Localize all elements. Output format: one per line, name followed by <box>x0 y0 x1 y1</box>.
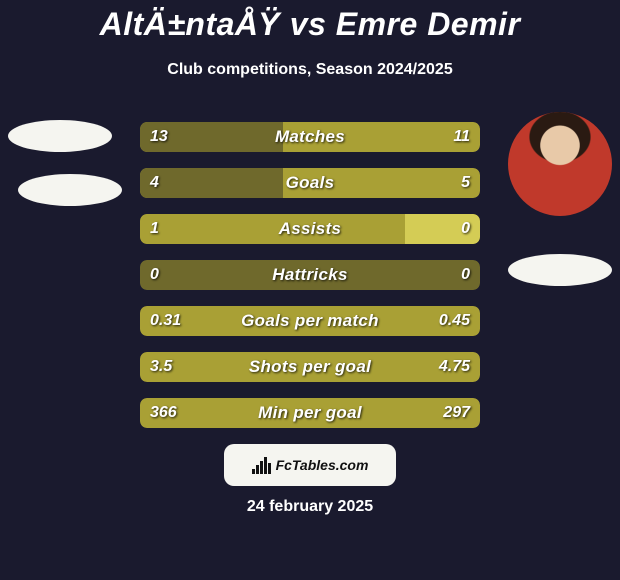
stat-row: 0.310.45Goals per match <box>140 306 480 336</box>
stat-label: Min per goal <box>140 398 480 428</box>
stat-row: 1311Matches <box>140 122 480 152</box>
stat-label: Matches <box>140 122 480 152</box>
club-badge-left-2 <box>18 174 122 206</box>
stat-row: 366297Min per goal <box>140 398 480 428</box>
page-subtitle: Club competitions, Season 2024/2025 <box>0 61 620 79</box>
stat-label: Shots per goal <box>140 352 480 382</box>
page-title: AltÄ±ntaÅŸ vs Emre Demir <box>0 0 620 43</box>
player-avatar-right <box>508 112 612 216</box>
brand-logo-icon <box>252 456 272 474</box>
player-photo-right <box>508 112 612 216</box>
club-badge-right-1 <box>508 254 612 286</box>
brand-badge: FcTables.com <box>224 444 396 486</box>
stat-label: Goals <box>140 168 480 198</box>
stat-row: 10Assists <box>140 214 480 244</box>
stat-row: 3.54.75Shots per goal <box>140 352 480 382</box>
club-badge-left-1 <box>8 120 112 152</box>
stat-row: 45Goals <box>140 168 480 198</box>
stat-row: 00Hattricks <box>140 260 480 290</box>
stats-bars: 1311Matches 45Goals 10Assists 00Hattricks 0.… <box>140 122 480 444</box>
stat-label: Goals per match <box>140 306 480 336</box>
stat-label: Hattricks <box>140 260 480 290</box>
stat-label: Assists <box>140 214 480 244</box>
brand-text: FcTables.com <box>276 457 369 473</box>
footer-date: 24 february 2025 <box>0 498 620 516</box>
